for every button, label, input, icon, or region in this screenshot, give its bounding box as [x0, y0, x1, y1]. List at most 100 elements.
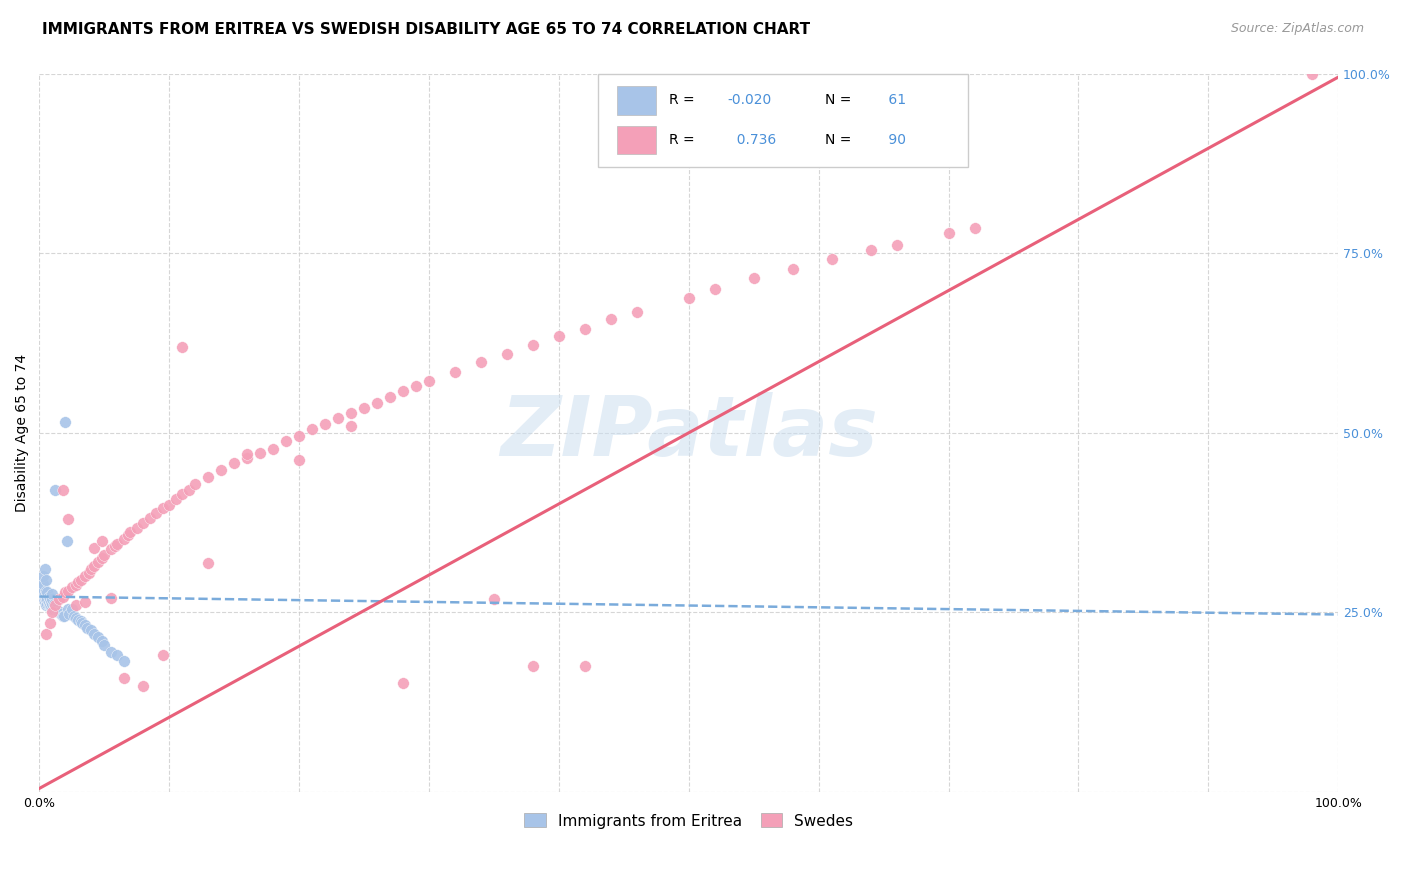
Point [249, 446, 271, 460]
Point [41, 592, 63, 607]
Point [340, 406, 363, 420]
Point [90, 551, 112, 566]
Point [65, 578, 87, 592]
Point [48, 605, 70, 619]
Point [112, 654, 135, 668]
Point [288, 453, 311, 467]
Point [42, 601, 65, 615]
Point [70, 614, 93, 628]
Point [90, 634, 112, 648]
Point [405, 379, 427, 393]
Point [52, 483, 75, 498]
Point [209, 463, 232, 477]
Point [38, 598, 60, 612]
Bar [617, 86, 657, 115]
Y-axis label: Disability Age 65 to 74: Disability Age 65 to 74 [15, 353, 30, 512]
Text: ZIPatlas: ZIPatlas [501, 392, 877, 474]
Point [522, 338, 544, 352]
Point [821, 252, 844, 266]
Point [52, 609, 75, 624]
Point [392, 675, 415, 690]
Point [100, 542, 122, 557]
Point [48, 592, 70, 607]
Point [340, 418, 363, 433]
Point [574, 321, 596, 335]
Point [35, 592, 58, 607]
Point [77, 566, 100, 580]
Point [328, 411, 350, 425]
Point [63, 609, 86, 624]
Point [678, 291, 700, 305]
Point [49, 605, 72, 619]
Point [32, 587, 55, 601]
Point [301, 422, 323, 436]
Point [100, 645, 122, 659]
Point [37, 585, 59, 599]
Point [42, 597, 65, 611]
Text: N =: N = [825, 94, 856, 107]
Point [38, 594, 60, 608]
Point [41, 597, 63, 611]
Point [886, 237, 908, 252]
Point [38, 592, 60, 607]
Point [470, 355, 492, 369]
Point [444, 365, 467, 379]
Point [139, 510, 162, 524]
Point [262, 442, 284, 456]
Point [859, 243, 882, 257]
Point [288, 429, 311, 443]
Point [73, 594, 96, 608]
Point [65, 598, 87, 612]
Point [31, 580, 53, 594]
Text: 0.736: 0.736 [728, 133, 776, 147]
Point [51, 607, 73, 621]
Point [83, 627, 105, 641]
Point [72, 616, 94, 631]
Point [76, 621, 98, 635]
Point [125, 520, 148, 534]
Point [44, 599, 66, 614]
Point [276, 434, 298, 449]
Text: R =: R = [669, 94, 699, 107]
Point [574, 659, 596, 673]
Text: 90: 90 [883, 133, 905, 147]
Point [236, 450, 259, 465]
Point [87, 555, 110, 569]
Point [67, 575, 90, 590]
Point [742, 271, 765, 285]
Text: 61: 61 [883, 94, 905, 107]
Point [38, 590, 60, 604]
Point [105, 537, 128, 551]
Point [56, 512, 79, 526]
Point [152, 648, 174, 663]
Point [32, 591, 55, 605]
Point [152, 501, 174, 516]
Point [32, 583, 55, 598]
Point [32, 569, 55, 583]
Point [145, 506, 167, 520]
Point [73, 569, 96, 583]
Point [236, 447, 259, 461]
Legend: Immigrants from Eritrea, Swedes: Immigrants from Eritrea, Swedes [519, 807, 859, 835]
Point [112, 532, 135, 546]
Point [172, 487, 194, 501]
Point [55, 533, 77, 548]
Point [626, 305, 648, 319]
Point [165, 491, 187, 506]
Point [197, 470, 219, 484]
Point [938, 226, 960, 240]
Point [314, 417, 336, 431]
Point [56, 583, 79, 598]
Point [41, 605, 63, 619]
Point [224, 456, 246, 470]
Point [90, 533, 112, 548]
Point [58, 607, 80, 621]
Point [782, 261, 804, 276]
Point [482, 592, 505, 607]
Point [60, 601, 83, 615]
Point [44, 598, 66, 612]
Bar [617, 126, 657, 154]
Point [366, 395, 388, 409]
Point [37, 592, 59, 607]
Point [93, 638, 115, 652]
